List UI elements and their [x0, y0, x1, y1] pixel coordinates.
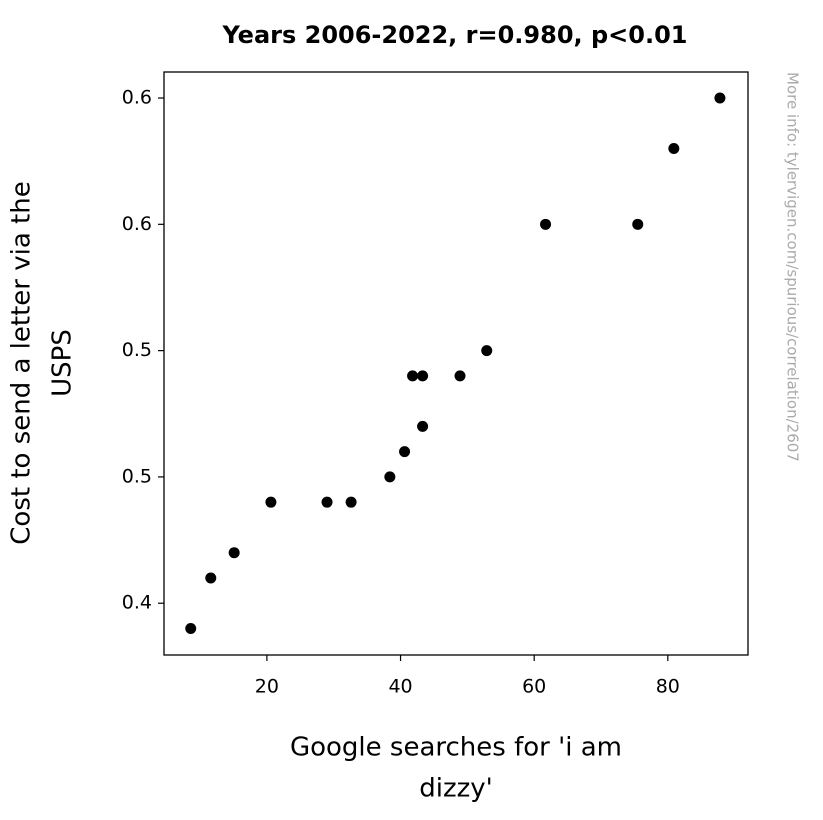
x-tick-label: 20: [255, 676, 279, 698]
chart-title: Years 2006-2022, r=0.980, p<0.01: [222, 21, 688, 49]
point: [384, 471, 396, 483]
y-axis-label: Cost to send a letter via the: [7, 181, 37, 544]
y-tick-label: 0.5: [122, 465, 152, 487]
point: [399, 446, 411, 458]
y-tick-label: 0.4: [122, 592, 152, 614]
x-tick-label: 60: [522, 676, 546, 698]
plot-frame: [163, 71, 749, 656]
point: [407, 370, 419, 382]
x-tick-label: 80: [656, 676, 680, 698]
y-tick-label: 0.5: [122, 339, 152, 361]
point: [481, 345, 493, 357]
watermark: More info: tylervigen.com/spurious/corre…: [784, 72, 802, 462]
point: [321, 496, 333, 508]
point: [540, 218, 552, 230]
y-axis-label: USPS: [48, 329, 78, 397]
point: [265, 496, 277, 508]
x-tick-label: 40: [388, 676, 412, 698]
y-tick-label: 0.6: [122, 213, 152, 235]
x-axis-label: Google searches for 'i am: [290, 733, 622, 763]
point: [417, 370, 429, 382]
x-axis-label: dizzy': [419, 774, 493, 804]
point: [714, 92, 726, 104]
point: [632, 218, 644, 230]
point: [417, 420, 429, 432]
point: [205, 572, 217, 584]
point: [228, 547, 240, 559]
point: [345, 496, 357, 508]
y-tick-label: 0.6: [122, 87, 152, 109]
point: [454, 370, 466, 382]
point: [668, 143, 680, 155]
point: [185, 622, 197, 634]
